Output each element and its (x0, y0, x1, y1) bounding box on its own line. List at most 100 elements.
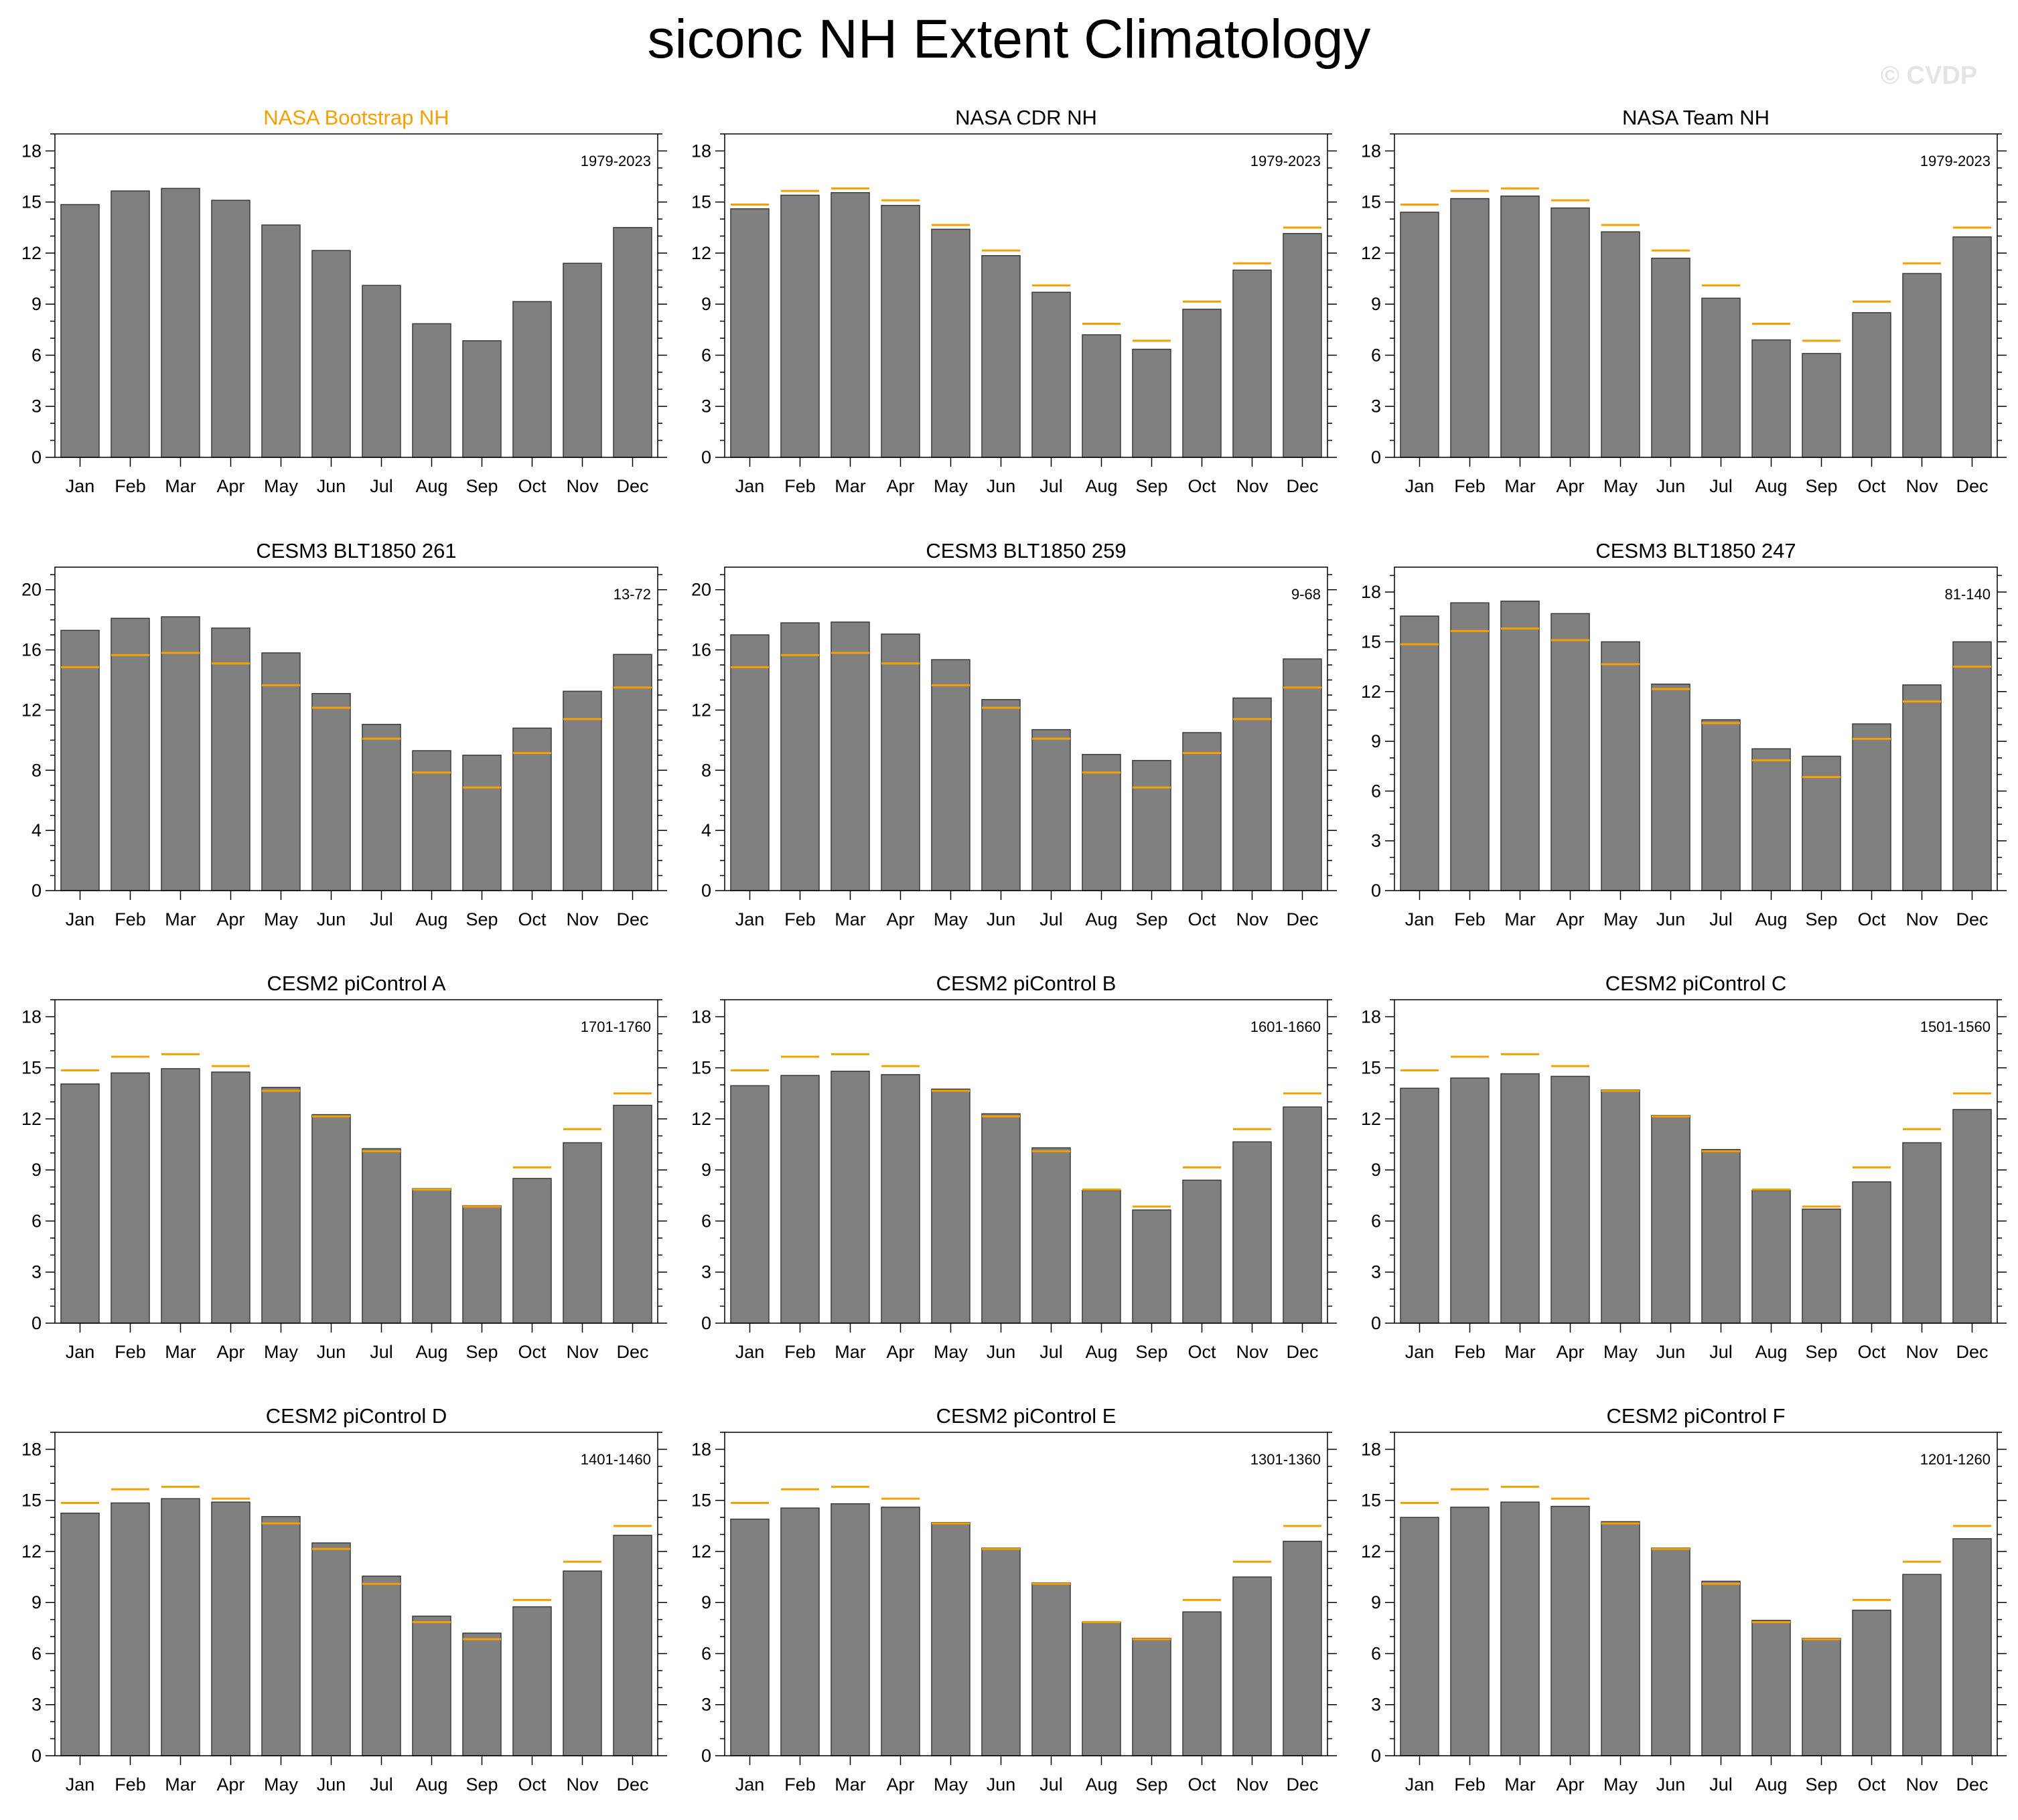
y-tick-label: 18 (21, 141, 42, 161)
bar-dec (1283, 1540, 1322, 1756)
bar-jan (1400, 1087, 1439, 1324)
x-tick-label-sep: Sep (1805, 1342, 1837, 1362)
y-tick-label: 12 (21, 1541, 42, 1562)
bar-jun (1651, 683, 1690, 891)
x-tick-label-nov: Nov (1905, 1342, 1938, 1362)
bar-dec (613, 1104, 652, 1324)
bar-nov (1232, 269, 1272, 458)
plot-frame (54, 999, 658, 1324)
panel-title: CESM2 piControl B (936, 972, 1116, 995)
bar-oct (1182, 309, 1222, 458)
x-tick-label-oct: Oct (518, 476, 547, 496)
x-tick-label-jul: Jul (1039, 476, 1063, 496)
x-tick-label-feb: Feb (1454, 1342, 1486, 1362)
bar-apr (1551, 207, 1590, 458)
y-tick-label: 3 (1371, 1262, 1381, 1282)
bar-may (1601, 641, 1640, 891)
bar-nov (1232, 1141, 1272, 1324)
bar-jan (730, 634, 770, 891)
x-tick-label-jun: Jun (987, 909, 1016, 929)
panel-title: CESM3 BLT1850 247 (1595, 539, 1796, 562)
panel-title: CESM2 piControl C (1605, 972, 1786, 995)
y-tick-label: 0 (701, 881, 711, 901)
panel-title: CESM3 BLT1850 259 (926, 539, 1126, 562)
y-tick-label: 12 (21, 700, 42, 720)
x-tick-label-feb: Feb (1454, 1774, 1486, 1795)
y-tick-label: 20 (21, 580, 42, 600)
bar-aug (1751, 748, 1791, 891)
bar-apr (881, 1507, 920, 1756)
bar-aug (1751, 339, 1791, 458)
bar-apr (211, 627, 250, 891)
y-tick-label: 0 (31, 881, 42, 901)
bar-feb (1450, 1507, 1490, 1756)
x-tick-label-may: May (934, 476, 968, 496)
x-tick-label-apr: Apr (886, 1774, 914, 1795)
y-tick-label: 9 (701, 1160, 711, 1180)
y-tick-label: 12 (691, 1109, 711, 1129)
plot-frame (724, 566, 1328, 891)
bar-may (931, 228, 970, 458)
bar-sep (1132, 348, 1171, 458)
x-tick-label-dec: Dec (616, 476, 648, 496)
x-tick-label-may: May (264, 909, 299, 929)
y-tick-label: 6 (31, 1211, 42, 1231)
bar-oct (512, 301, 552, 458)
y-tick-label: 0 (701, 447, 711, 467)
y-tick-label: 12 (1361, 682, 1381, 702)
x-tick-label-jul: Jul (1709, 1342, 1733, 1362)
bar-dec (1952, 1109, 1992, 1324)
y-tick-label: 12 (21, 243, 42, 263)
bar-nov (1902, 1142, 1942, 1324)
bar-feb (111, 1072, 150, 1324)
y-tick-label: 15 (21, 192, 42, 212)
x-tick-label-mar: Mar (835, 476, 866, 496)
x-tick-label-jan: Jan (735, 476, 765, 496)
x-tick-label-oct: Oct (518, 1774, 547, 1795)
x-tick-label-dec: Dec (1286, 909, 1318, 929)
x-tick-label-jul: Jul (370, 1774, 393, 1795)
bar-aug (1751, 1620, 1791, 1756)
x-tick-label-sep: Sep (1135, 909, 1167, 929)
y-tick-label: 18 (1361, 582, 1381, 602)
chart-panel-3: NASA Team NH 0 3 6 9 12 15 18 Jan Feb Mar Apr May Jun… (1361, 106, 2007, 496)
x-tick-label-mar: Mar (835, 1774, 866, 1795)
x-tick-label-jun: Jun (1656, 909, 1686, 929)
watermark: © CVDP (1881, 62, 1978, 90)
x-tick-label-dec: Dec (616, 1342, 648, 1362)
chart-panel-11: CESM2 piControl E 0 3 6 9 12 15 18 Jan Feb Mar Apr M… (691, 1404, 1337, 1795)
bar-jun (311, 692, 351, 891)
bar-oct (1852, 1181, 1891, 1324)
x-tick-label-mar: Mar (165, 476, 196, 496)
bar-nov (1902, 1574, 1942, 1756)
bar-jul (362, 1576, 401, 1756)
bar-may (261, 1087, 301, 1324)
bar-oct (1852, 723, 1891, 891)
x-tick-label-apr: Apr (1556, 1774, 1584, 1795)
y-tick-label: 0 (701, 1746, 711, 1766)
x-tick-label-jan: Jan (735, 1342, 765, 1362)
x-tick-label-apr: Apr (1556, 476, 1584, 496)
y-tick-label: 16 (691, 640, 711, 660)
y-tick-label: 4 (701, 820, 711, 840)
y-tick-label: 6 (1371, 345, 1381, 365)
x-tick-label-nov: Nov (1905, 909, 1938, 929)
x-tick-label-nov: Nov (1236, 476, 1269, 496)
y-tick-label: 0 (1371, 1313, 1381, 1333)
y-tick-label: 16 (21, 640, 42, 660)
bar-sep (1132, 1637, 1171, 1756)
x-tick-label-jun: Jun (317, 476, 346, 496)
y-tick-label: 0 (1371, 1746, 1381, 1766)
bar-jan (730, 1085, 770, 1324)
x-tick-label-dec: Dec (1286, 1342, 1318, 1362)
y-tick-label: 6 (701, 1211, 711, 1231)
bar-oct (1182, 732, 1222, 891)
y-tick-label: 6 (31, 1643, 42, 1663)
x-tick-label-mar: Mar (1504, 1774, 1536, 1795)
bar-may (261, 224, 301, 458)
bar-oct (512, 1178, 552, 1324)
y-tick-label: 3 (31, 396, 42, 416)
y-tick-label: 3 (31, 1262, 42, 1282)
bar-may (931, 1521, 970, 1756)
bar-nov (563, 690, 602, 891)
